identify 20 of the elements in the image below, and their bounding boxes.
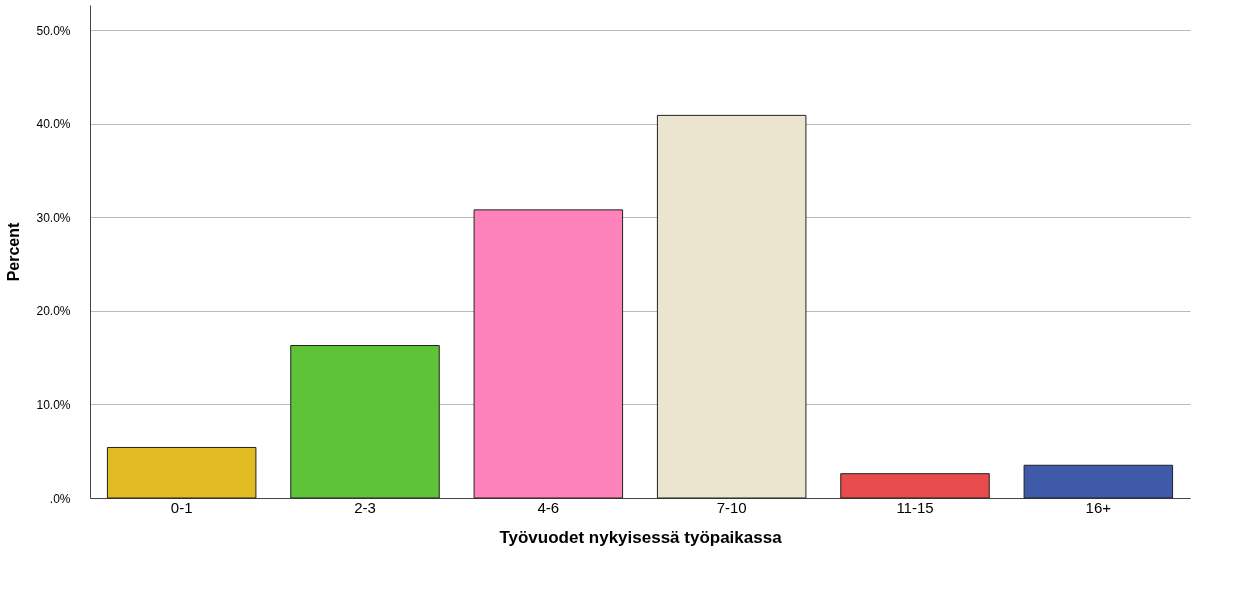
x-tick-label: 2-3 [354, 498, 376, 516]
bar [840, 473, 990, 499]
x-tick-label: 7-10 [716, 498, 747, 516]
y-tick-label: 50.0% [36, 23, 71, 38]
x-tick-label: 4-6 [537, 498, 560, 516]
y-tick-label: 20.0% [36, 304, 71, 319]
x-tick-label: 0-1 [170, 498, 193, 516]
bar [1023, 464, 1174, 499]
y-tick-label: 10.0% [36, 397, 71, 412]
y-tick-label: 40.0% [36, 117, 71, 132]
bar [106, 446, 257, 499]
bar [473, 209, 624, 499]
y-axis-title: Percent [5, 221, 23, 282]
x-tick-label: 16+ [1085, 498, 1112, 516]
x-tick-label: 11-15 [896, 498, 934, 516]
y-tick-label: .0% [49, 491, 71, 506]
x-axis-title: Työvuodet nykyisessä työpaikassa [499, 527, 783, 547]
y-tick-label: 30.0% [36, 210, 71, 225]
bar [656, 114, 807, 499]
bar [290, 345, 440, 499]
